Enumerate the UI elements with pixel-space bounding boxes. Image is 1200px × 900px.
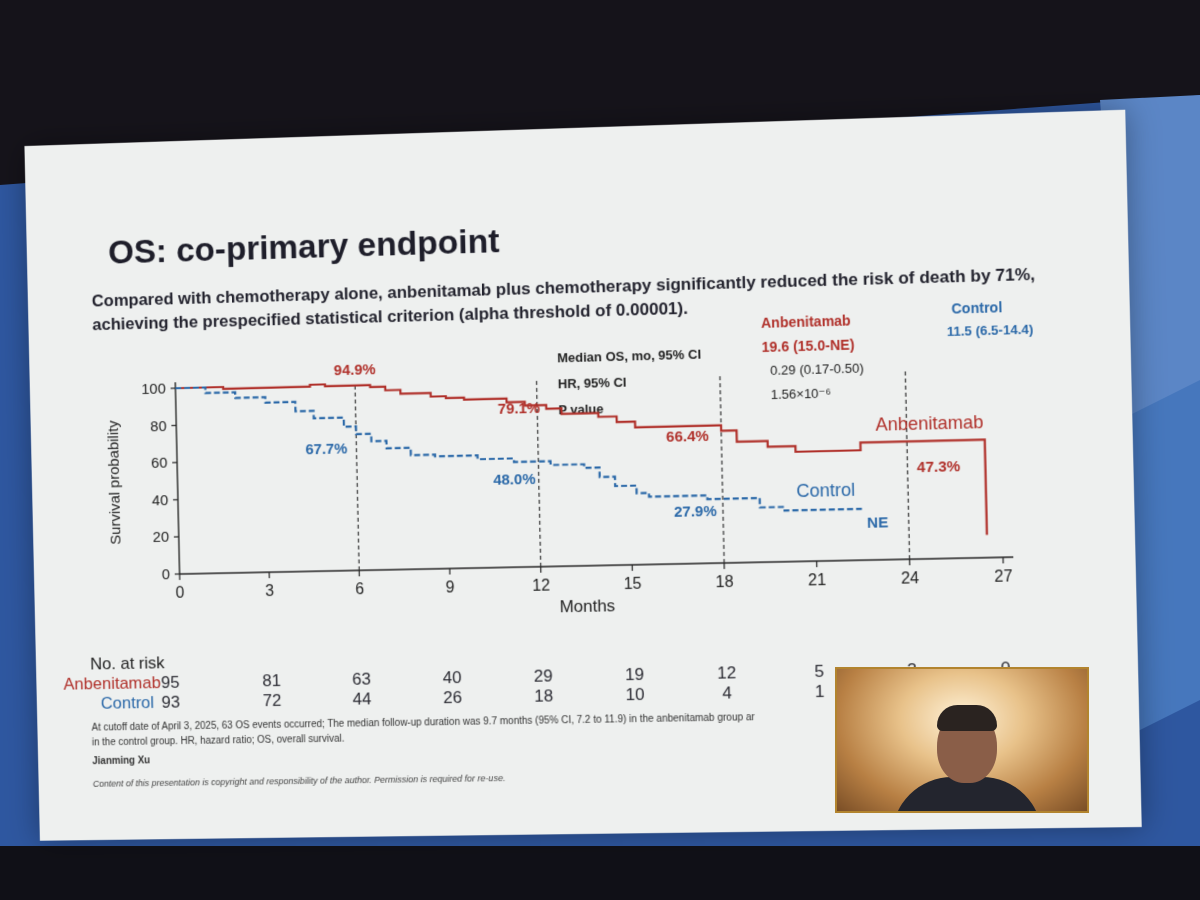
- risk-cell: 4: [697, 683, 758, 704]
- risk-table-title: No. at risk: [90, 653, 165, 674]
- risk-cell: 26: [423, 688, 483, 709]
- risk-cell: 95: [141, 673, 200, 694]
- stage-floor: [0, 846, 1200, 900]
- risk-cell: 72: [242, 691, 301, 712]
- risk-cell: 18: [514, 686, 574, 707]
- risk-cell: 19: [604, 664, 665, 685]
- risk-cell: 10: [605, 685, 666, 706]
- risk-cell: 40: [422, 668, 482, 689]
- speaker-hair: [937, 705, 997, 731]
- author-name: Jianming Xu: [92, 755, 150, 767]
- speaker-webcam-overlay: [835, 667, 1089, 813]
- risk-cell: 93: [141, 692, 200, 713]
- risk-cell: 12: [696, 663, 757, 684]
- risk-cell: 63: [332, 669, 392, 690]
- risk-cell: 29: [513, 666, 573, 687]
- risk-cell: 81: [242, 671, 301, 692]
- risk-cell: 44: [332, 689, 392, 710]
